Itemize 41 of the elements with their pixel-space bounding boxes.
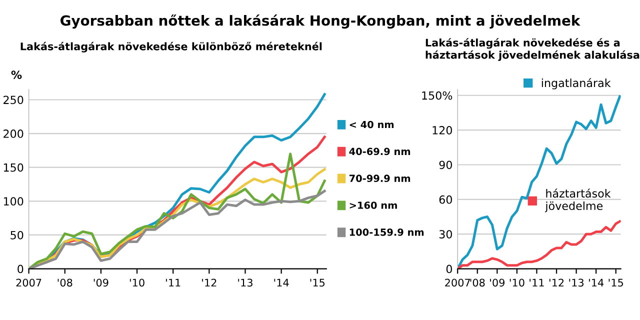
- y-tick-label: 50: [10, 230, 24, 240]
- legend-label: >160 nm: [350, 202, 397, 209]
- x-tick-label: '08: [470, 278, 485, 287]
- y-tick-label: 100: [4, 197, 24, 206]
- x-tick-label: '15: [608, 278, 624, 287]
- x-tick-label: 2007: [445, 278, 470, 287]
- chart-title: Lakás-átlagárak növekedése és a háztartások jövedelmének alakulása: [426, 38, 640, 61]
- x-tick-label: '14: [589, 278, 604, 286]
- x-tick-label: 2007: [16, 278, 42, 287]
- chart-subtitle: Lakás-átlagárak növekedése különböző méreteknél: [20, 42, 322, 52]
- y-tick-label: 200: [4, 130, 24, 138]
- y-tick-label: 90: [439, 160, 452, 170]
- y-tick-label: 0: [18, 264, 24, 274]
- y-axis-title: %: [11, 70, 22, 80]
- legend-label: ingatlanárak: [542, 78, 611, 90]
- y-tick-label: 250: [4, 96, 24, 104]
- x-tick-label: '08: [58, 278, 72, 287]
- legend-label: < 40 nm: [350, 120, 394, 128]
- x-tick-label: '10: [510, 278, 524, 287]
- x-tick-label: '11: [166, 278, 180, 286]
- legend-label: 40-69.9 nm: [349, 148, 410, 156]
- x-tick-label: '12: [202, 278, 216, 286]
- x-tick-label: '11: [530, 278, 544, 286]
- legend-label: 100-159.9 nm: [350, 228, 424, 236]
- legend-label: 70-99.9 nm: [349, 174, 410, 182]
- x-tick-label: '15: [310, 278, 325, 287]
- y-tick-label: 60: [439, 195, 452, 204]
- y-tick-label: 120: [432, 126, 452, 134]
- x-tick-label: '14: [274, 278, 289, 286]
- x-tick-label: '10: [130, 278, 144, 287]
- x-tick-label: '13: [238, 278, 252, 287]
- y-tick-label: 30: [439, 230, 452, 238]
- x-tick-label: '09: [94, 278, 108, 287]
- y-tick-label: 150%: [422, 91, 452, 100]
- y-tick-label: 0: [446, 264, 452, 274]
- legend-label: háztartások jövedelme: [545, 188, 611, 212]
- chart-title: Gyorsabban nőttek a lakásárak Hong-Kongban, mint a jövedelmek: [60, 14, 580, 29]
- x-tick-label: '09: [490, 278, 504, 287]
- x-tick-label: '12: [549, 278, 564, 286]
- y-tick-label: 150: [4, 163, 24, 172]
- x-tick-label: '13: [569, 278, 584, 287]
